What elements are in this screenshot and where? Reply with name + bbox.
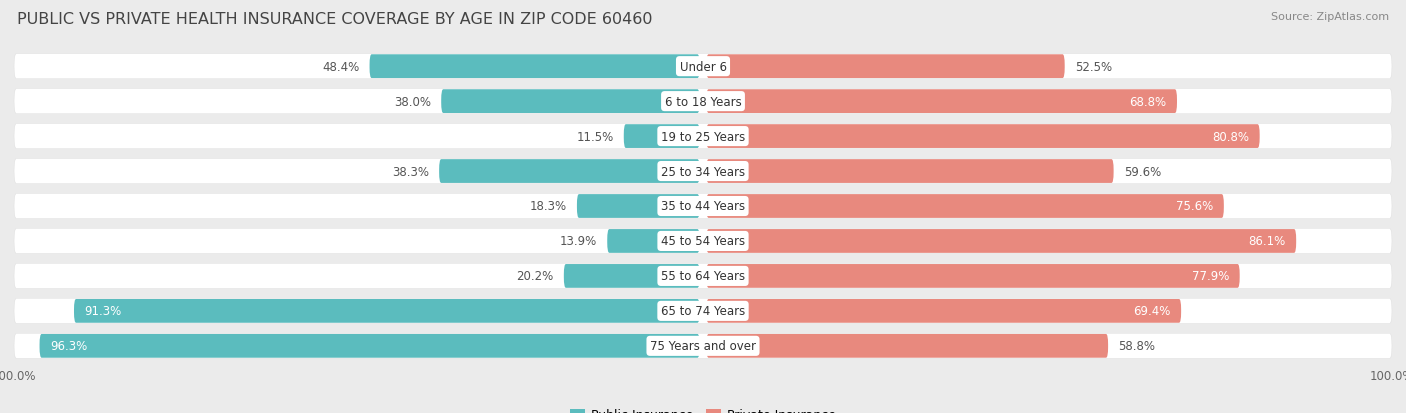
Legend: Public Insurance, Private Insurance: Public Insurance, Private Insurance <box>565 404 841 413</box>
Text: 75 Years and over: 75 Years and over <box>650 339 756 352</box>
FancyBboxPatch shape <box>576 195 700 218</box>
FancyBboxPatch shape <box>706 125 1260 149</box>
FancyBboxPatch shape <box>706 160 1114 183</box>
FancyBboxPatch shape <box>706 55 1064 79</box>
Text: 38.0%: 38.0% <box>394 95 430 108</box>
Text: 11.5%: 11.5% <box>576 130 613 143</box>
Text: 13.9%: 13.9% <box>560 235 598 248</box>
Text: 69.4%: 69.4% <box>1133 305 1171 318</box>
Text: Source: ZipAtlas.com: Source: ZipAtlas.com <box>1271 12 1389 22</box>
FancyBboxPatch shape <box>706 230 1296 253</box>
FancyBboxPatch shape <box>564 264 700 288</box>
FancyBboxPatch shape <box>14 263 1392 289</box>
FancyBboxPatch shape <box>706 334 1108 358</box>
Text: 68.8%: 68.8% <box>1129 95 1167 108</box>
FancyBboxPatch shape <box>14 194 1392 219</box>
Text: 45 to 54 Years: 45 to 54 Years <box>661 235 745 248</box>
Text: 20.2%: 20.2% <box>516 270 554 283</box>
Text: 58.8%: 58.8% <box>1118 339 1156 352</box>
FancyBboxPatch shape <box>14 55 1392 80</box>
Text: 80.8%: 80.8% <box>1212 130 1250 143</box>
Text: 86.1%: 86.1% <box>1249 235 1286 248</box>
Text: 55 to 64 Years: 55 to 64 Years <box>661 270 745 283</box>
FancyBboxPatch shape <box>14 333 1392 358</box>
Text: 6 to 18 Years: 6 to 18 Years <box>665 95 741 108</box>
FancyBboxPatch shape <box>39 334 700 358</box>
FancyBboxPatch shape <box>706 195 1223 218</box>
Text: 25 to 34 Years: 25 to 34 Years <box>661 165 745 178</box>
Text: PUBLIC VS PRIVATE HEALTH INSURANCE COVERAGE BY AGE IN ZIP CODE 60460: PUBLIC VS PRIVATE HEALTH INSURANCE COVER… <box>17 12 652 27</box>
FancyBboxPatch shape <box>14 159 1392 184</box>
Text: 48.4%: 48.4% <box>322 61 359 74</box>
FancyBboxPatch shape <box>706 264 1240 288</box>
Text: 96.3%: 96.3% <box>49 339 87 352</box>
Text: 75.6%: 75.6% <box>1177 200 1213 213</box>
FancyBboxPatch shape <box>624 125 700 149</box>
FancyBboxPatch shape <box>607 230 700 253</box>
Text: 18.3%: 18.3% <box>530 200 567 213</box>
FancyBboxPatch shape <box>370 55 700 79</box>
FancyBboxPatch shape <box>706 299 1181 323</box>
Text: 35 to 44 Years: 35 to 44 Years <box>661 200 745 213</box>
FancyBboxPatch shape <box>14 229 1392 254</box>
Text: 65 to 74 Years: 65 to 74 Years <box>661 305 745 318</box>
FancyBboxPatch shape <box>14 89 1392 114</box>
Text: Under 6: Under 6 <box>679 61 727 74</box>
FancyBboxPatch shape <box>706 90 1177 114</box>
FancyBboxPatch shape <box>14 299 1392 324</box>
FancyBboxPatch shape <box>14 124 1392 150</box>
Text: 59.6%: 59.6% <box>1123 165 1161 178</box>
Text: 19 to 25 Years: 19 to 25 Years <box>661 130 745 143</box>
Text: 77.9%: 77.9% <box>1192 270 1229 283</box>
FancyBboxPatch shape <box>75 299 700 323</box>
Text: 91.3%: 91.3% <box>84 305 121 318</box>
Text: 52.5%: 52.5% <box>1076 61 1112 74</box>
FancyBboxPatch shape <box>439 160 700 183</box>
Text: 38.3%: 38.3% <box>392 165 429 178</box>
FancyBboxPatch shape <box>441 90 700 114</box>
